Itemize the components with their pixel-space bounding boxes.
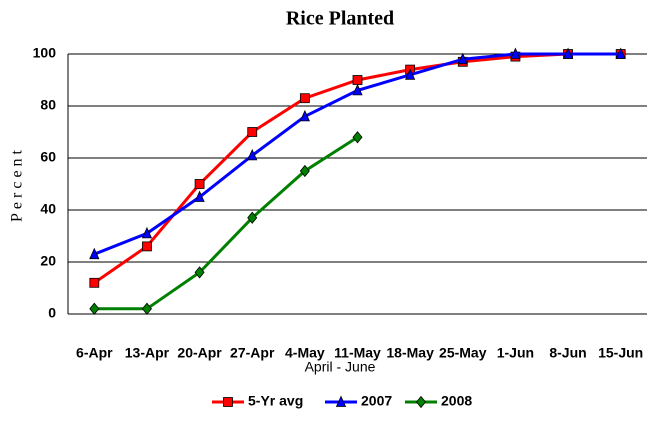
marker — [352, 75, 363, 85]
marker — [247, 211, 258, 224]
marker — [299, 93, 310, 104]
x-tick-label: 13-Apr — [125, 345, 170, 361]
marker — [335, 395, 347, 407]
x-tick-label: 4-May — [285, 345, 325, 361]
marker — [247, 148, 258, 161]
x-tick-label: 1-Jun — [497, 345, 534, 361]
x-axis-label: April - June — [305, 359, 376, 375]
marker — [415, 395, 427, 409]
y-tick-label: 60 — [40, 149, 56, 165]
x-tick-label: 27-Apr — [230, 345, 275, 361]
y-tick-label: 0 — [48, 305, 56, 321]
marker — [299, 109, 310, 122]
marker — [194, 179, 205, 189]
marker — [89, 302, 100, 315]
x-tick-label: 25-May — [439, 345, 487, 361]
marker — [89, 247, 100, 260]
legend-label: 2008 — [441, 393, 472, 409]
y-axis-label: Percent — [9, 146, 26, 222]
marker — [194, 190, 205, 202]
y-tick-label: 20 — [40, 253, 56, 269]
marker — [223, 397, 233, 407]
marker — [89, 277, 100, 288]
x-tick-label: 20-Apr — [177, 345, 222, 361]
legend-label: 5-Yr avg — [248, 393, 303, 409]
marker — [141, 226, 153, 239]
legend-label: 2007 — [361, 393, 392, 409]
x-tick-label: 18-May — [386, 345, 434, 361]
marker — [352, 131, 363, 144]
marker — [562, 47, 574, 59]
x-tick-label: 15-Jun — [598, 345, 643, 361]
x-tick-label: 11-May — [334, 345, 381, 361]
marker — [352, 83, 363, 96]
x-tick-label: 6-Apr — [76, 345, 113, 361]
marker — [141, 302, 152, 315]
marker — [510, 47, 521, 59]
marker — [457, 52, 468, 65]
marker — [142, 241, 152, 252]
marker — [299, 164, 310, 178]
y-tick-label: 80 — [40, 97, 56, 113]
marker — [405, 68, 416, 80]
series-line — [94, 135, 359, 311]
x-tick-label: 8-Jun — [549, 345, 586, 361]
marker — [247, 127, 258, 137]
y-tick-label: 40 — [40, 201, 56, 217]
marker — [615, 47, 626, 59]
y-tick-label: 100 — [33, 45, 57, 61]
chart-title: Rice Planted — [286, 8, 394, 30]
marker — [194, 266, 205, 279]
